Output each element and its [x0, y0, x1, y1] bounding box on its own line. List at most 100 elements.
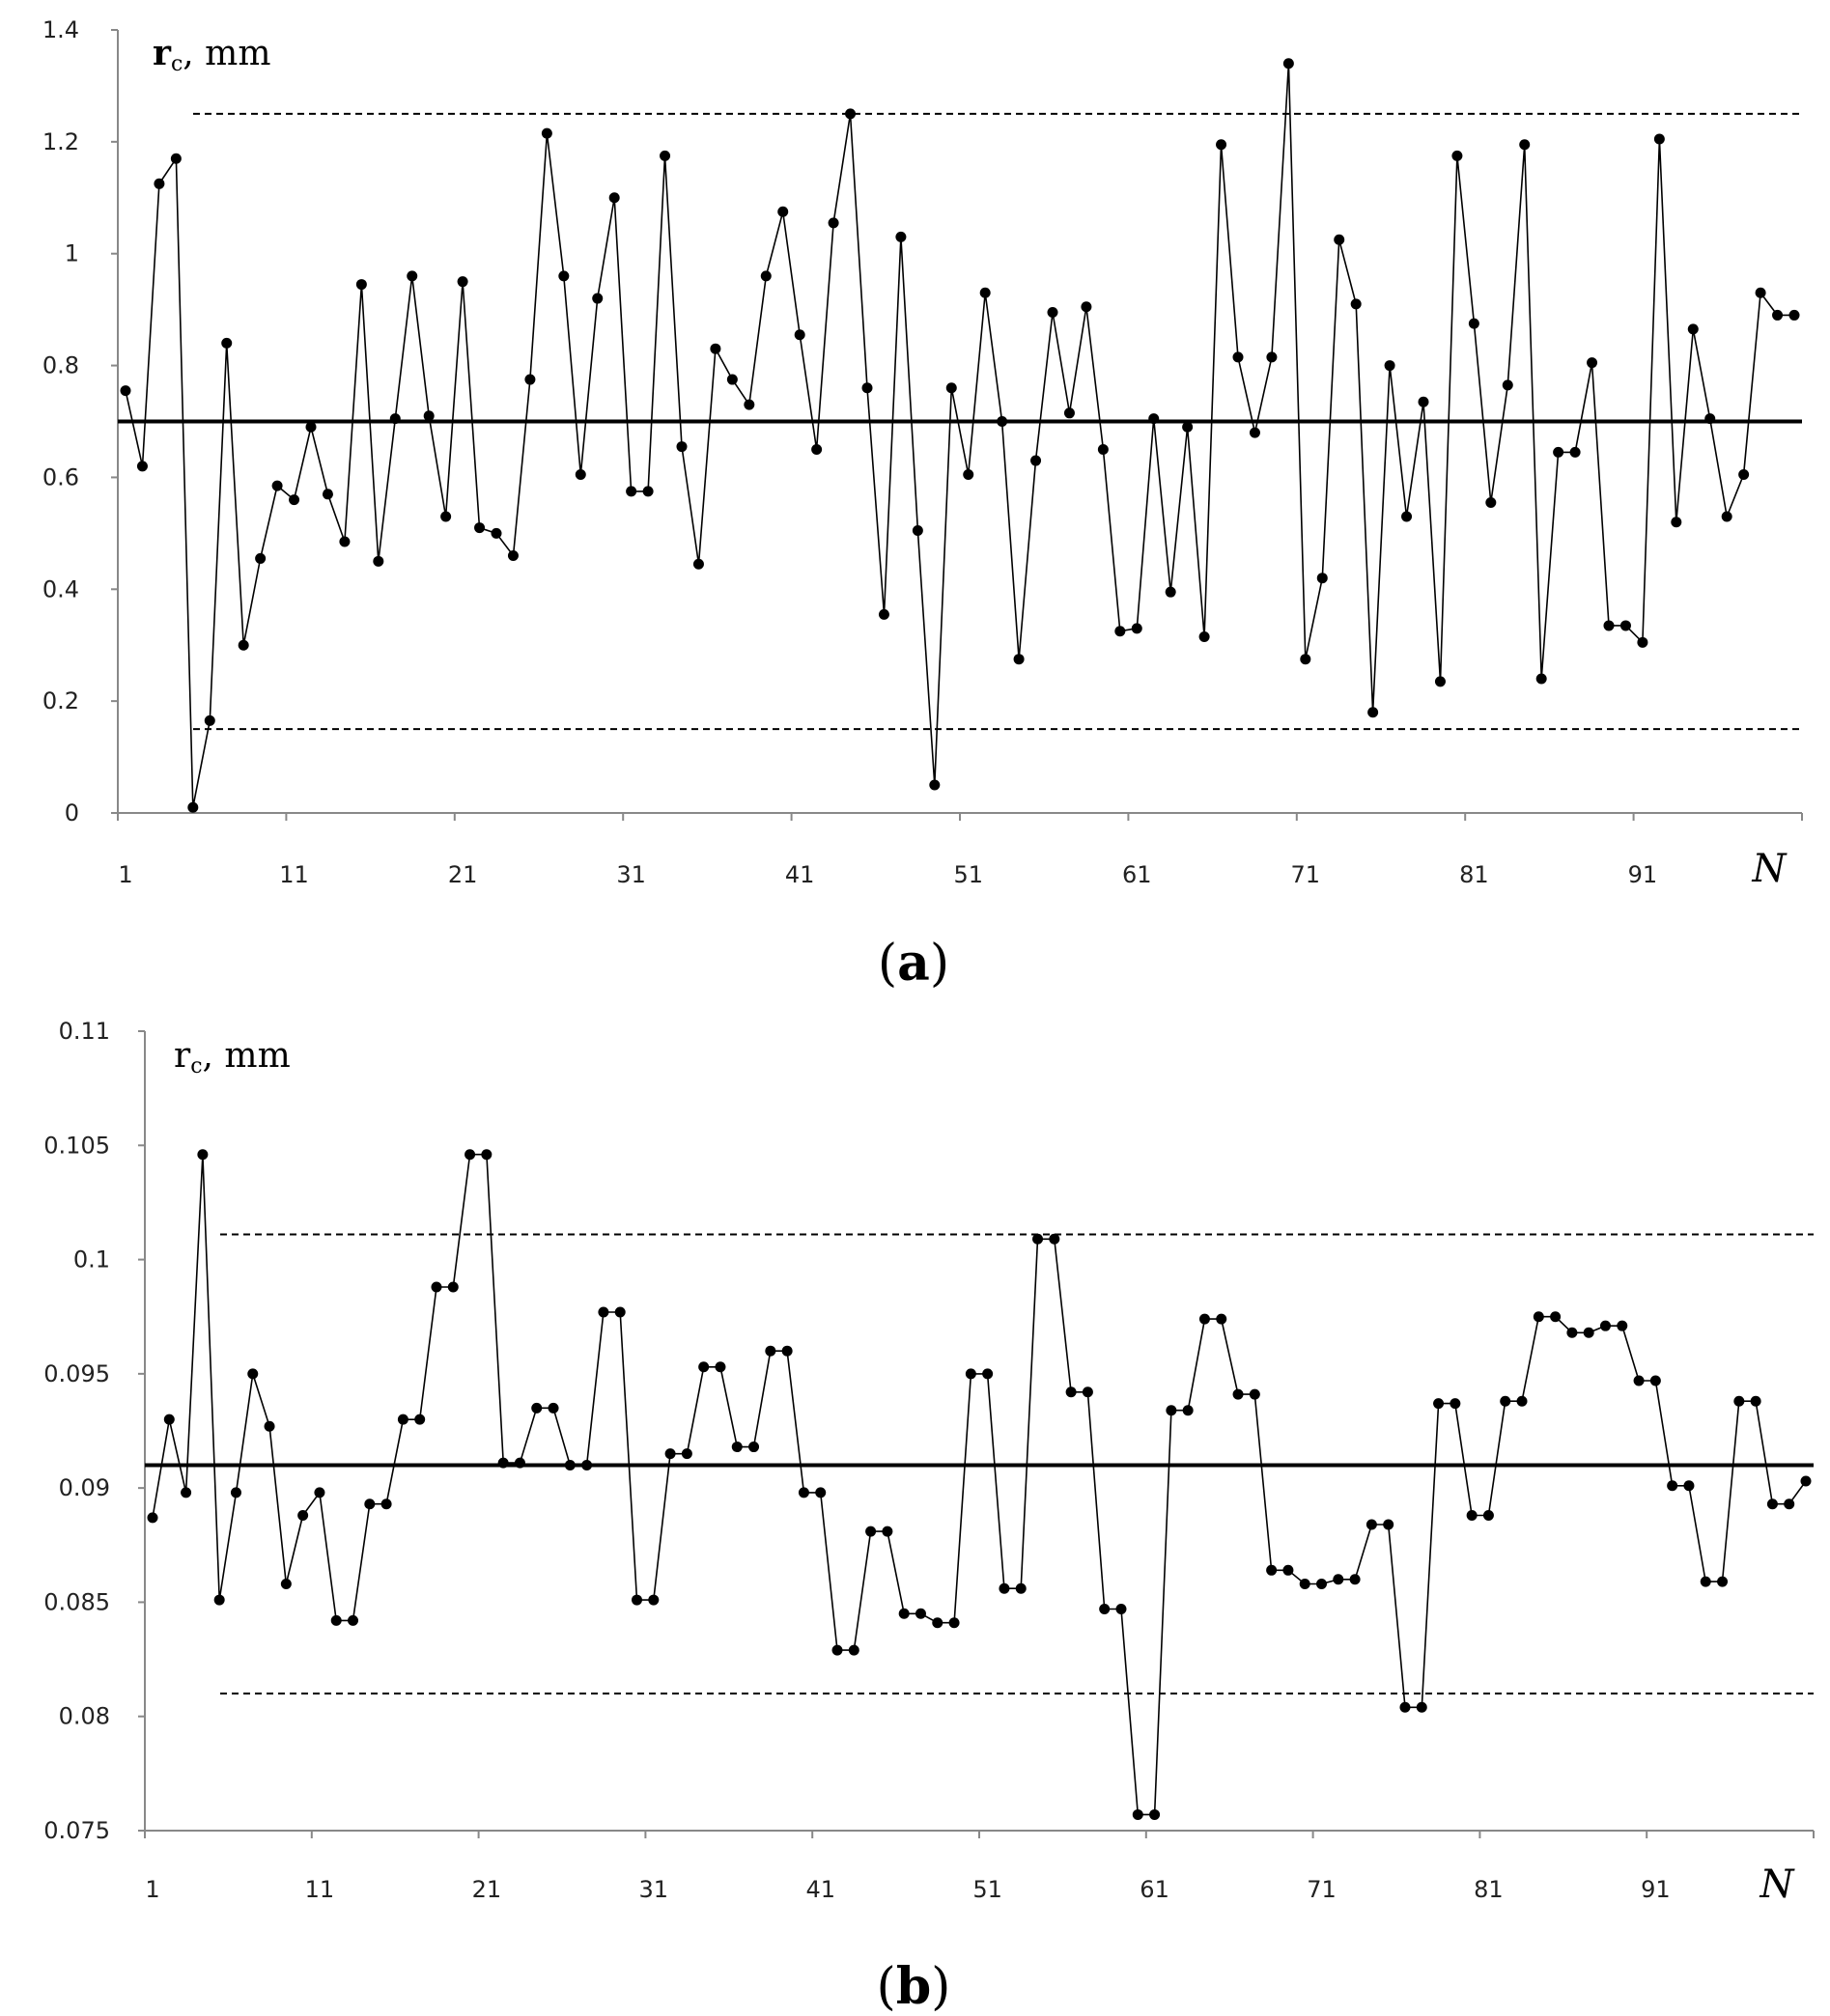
data-point — [364, 1498, 376, 1510]
data-point — [1182, 1405, 1194, 1416]
data-point — [1671, 517, 1682, 528]
data-point — [1063, 407, 1075, 419]
data-point — [1384, 360, 1395, 372]
data-point — [1599, 1320, 1611, 1331]
x-axis-label: N — [1760, 1862, 1796, 1907]
data-point — [280, 1579, 292, 1590]
y-tick-label: 0.6 — [42, 463, 79, 490]
data-point — [895, 231, 907, 242]
data-point — [1299, 1579, 1310, 1590]
data-point — [999, 1582, 1010, 1594]
data-point — [440, 511, 452, 522]
panel-label: (a) — [878, 934, 949, 993]
data-point — [932, 1617, 943, 1629]
data-point — [642, 486, 654, 497]
data-point — [1198, 631, 1210, 643]
data-point — [1013, 654, 1025, 665]
data-point — [163, 1414, 175, 1425]
data-point — [1165, 586, 1176, 598]
data-point — [929, 779, 941, 791]
data-point — [865, 1526, 877, 1537]
data-point — [1485, 496, 1497, 508]
data-point — [1583, 1327, 1594, 1338]
data-point — [1788, 309, 1800, 321]
data-point — [1482, 1510, 1494, 1522]
data-point — [1418, 396, 1429, 407]
data-point — [1350, 298, 1362, 310]
data-point — [1099, 1604, 1111, 1615]
data-point — [948, 1617, 960, 1629]
data-point — [474, 522, 486, 534]
data-point — [1519, 139, 1531, 151]
data-point — [660, 150, 671, 161]
data-point — [794, 329, 805, 341]
data-point — [447, 1281, 459, 1293]
data-point — [564, 1459, 576, 1470]
data-point — [1653, 133, 1665, 145]
y-tick-label: 0.2 — [42, 687, 79, 714]
data-point — [1030, 455, 1042, 466]
x-tick-label: 21 — [448, 861, 478, 888]
data-point — [945, 382, 957, 394]
data-point — [548, 1402, 559, 1414]
y-tick-label: 1.4 — [42, 16, 79, 43]
data-point — [1466, 1510, 1478, 1522]
data-point — [373, 555, 384, 567]
data-point — [1451, 150, 1463, 161]
data-point — [1733, 1395, 1745, 1407]
data-point — [1132, 1808, 1143, 1820]
data-point — [1553, 446, 1564, 458]
data-point — [230, 1487, 241, 1498]
x-tick-label: 91 — [1628, 861, 1658, 888]
data-point — [1766, 1498, 1778, 1510]
data-point — [1049, 1233, 1060, 1245]
data-point — [1383, 1519, 1394, 1530]
data-point — [1334, 234, 1345, 245]
data-point — [965, 1368, 976, 1380]
data-point — [524, 374, 536, 385]
x-tick-label: 81 — [1459, 861, 1489, 888]
data-point — [760, 270, 772, 282]
data-point — [1533, 1311, 1544, 1323]
data-point — [1721, 511, 1732, 522]
data-point — [491, 527, 502, 539]
data-point — [698, 1361, 710, 1373]
data-point — [1282, 58, 1294, 70]
data-point — [681, 1448, 692, 1460]
data-point — [1232, 351, 1244, 363]
data-point — [170, 153, 182, 164]
data-point — [664, 1448, 676, 1460]
data-point — [878, 608, 889, 620]
data-point — [744, 399, 755, 410]
data-point — [1365, 1519, 1377, 1530]
data-point — [238, 639, 249, 651]
data-point — [154, 178, 165, 189]
x-tick-label: 71 — [1291, 861, 1321, 888]
data-point — [1772, 309, 1784, 321]
data-point — [1587, 357, 1598, 369]
data-point — [213, 1594, 225, 1606]
data-point — [1182, 421, 1194, 433]
data-point — [414, 1414, 426, 1425]
y-tick-label: 1.2 — [42, 128, 79, 155]
data-point — [614, 1306, 626, 1318]
data-point — [1550, 1311, 1562, 1323]
data-point — [407, 270, 418, 282]
data-point — [1569, 446, 1581, 458]
x-tick-label: 61 — [1140, 1876, 1169, 1903]
data-point — [777, 206, 789, 217]
x-tick-label: 11 — [279, 861, 309, 888]
data-point — [882, 1526, 893, 1537]
data-point — [726, 374, 738, 385]
data-point — [963, 469, 974, 481]
data-point — [305, 421, 317, 433]
data-point — [348, 1614, 359, 1626]
y-tick-label: 0.09 — [59, 1474, 110, 1501]
y-tick-label: 0.095 — [43, 1360, 110, 1387]
data-point — [828, 217, 839, 229]
data-point — [1300, 654, 1311, 665]
data-point — [848, 1644, 859, 1656]
data-point — [531, 1402, 543, 1414]
data-point — [1316, 573, 1328, 584]
